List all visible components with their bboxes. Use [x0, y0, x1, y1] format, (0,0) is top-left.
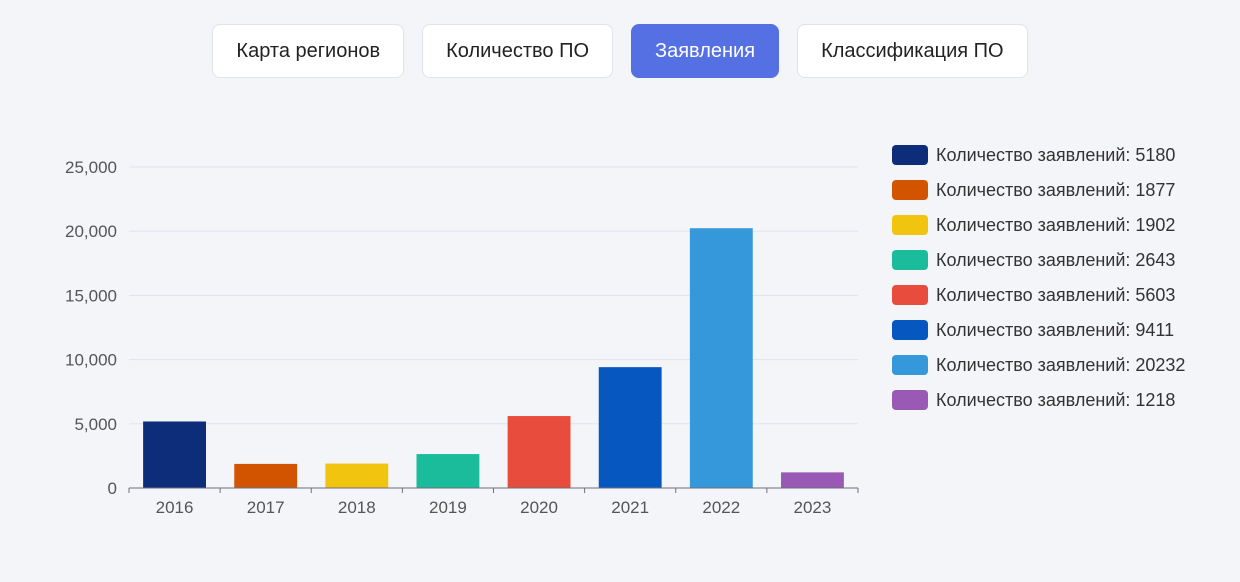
bar-2022[interactable] — [689, 228, 753, 488]
tab-software-classification[interactable]: Классификация ПО — [797, 24, 1028, 78]
legend-item[interactable]: Количество заявлений: 5180 — [892, 145, 1175, 165]
x-tick-label: 2017 — [247, 498, 285, 517]
legend-swatch — [892, 145, 928, 165]
legend-swatch — [892, 355, 928, 375]
bar-2020[interactable] — [507, 416, 571, 488]
chart-axis: 0 5,000 10,000 15,000 20,000 25,000 2016 2017 20… — [65, 158, 859, 517]
legend-label: Количество заявлений: 1218 — [936, 390, 1175, 410]
tab-regions-map[interactable]: Карта регионов — [212, 24, 405, 78]
y-tick-label: 0 — [108, 479, 117, 498]
x-tick-label: 2019 — [429, 498, 467, 517]
legend-swatch — [892, 285, 928, 305]
bar-2023[interactable] — [780, 472, 844, 488]
legend-swatch — [892, 320, 928, 340]
legend-item[interactable]: Количество заявлений: 20232 — [892, 355, 1185, 375]
x-tick-label: 2018 — [338, 498, 376, 517]
bar-2016[interactable] — [143, 421, 207, 488]
legend-label: Количество заявлений: 5603 — [936, 285, 1175, 305]
x-tick-label: 2021 — [611, 498, 649, 517]
legend-label: Количество заявлений: 9411 — [936, 320, 1174, 340]
bar-2018[interactable] — [325, 463, 389, 488]
tab-applications[interactable]: Заявления — [631, 24, 780, 78]
x-tick-label: 2016 — [156, 498, 194, 517]
y-tick-label: 25,000 — [65, 158, 117, 177]
legend-label: Количество заявлений: 5180 — [936, 145, 1175, 165]
tab-bar: Карта регионов Количество ПО Заявления К… — [0, 24, 1240, 78]
legend-item[interactable]: Количество заявлений: 2643 — [892, 250, 1175, 270]
bar-2019[interactable] — [416, 454, 480, 488]
legend-label: Количество заявлений: 1902 — [936, 215, 1175, 235]
x-tick-label: 2020 — [520, 498, 558, 517]
legend-item[interactable]: Количество заявлений: 1902 — [892, 215, 1175, 235]
legend-label: Количество заявлений: 2643 — [936, 250, 1175, 270]
y-tick-label: 20,000 — [65, 222, 117, 241]
legend-item[interactable]: Количество заявлений: 1877 — [892, 180, 1175, 200]
legend-swatch — [892, 390, 928, 410]
y-tick-label: 10,000 — [65, 351, 117, 370]
tab-software-count[interactable]: Количество ПО — [422, 24, 614, 78]
legend-item[interactable]: Количество заявлений: 1218 — [892, 390, 1175, 410]
y-tick-label: 5,000 — [74, 415, 117, 434]
x-tick-label: 2022 — [702, 498, 740, 517]
legend-swatch — [892, 215, 928, 235]
legend-item[interactable]: Количество заявлений: 9411 — [892, 320, 1174, 340]
bar-2017[interactable] — [234, 463, 298, 488]
chart-legend: Количество заявлений: 5180 Количество зая… — [892, 145, 1185, 410]
legend-swatch — [892, 180, 928, 200]
legend-swatch — [892, 250, 928, 270]
legend-label: Количество заявлений: 1877 — [936, 180, 1175, 200]
legend-label: Количество заявлений: 20232 — [936, 355, 1185, 375]
chart-bars — [143, 228, 844, 488]
legend-item[interactable]: Количество заявлений: 5603 — [892, 285, 1175, 305]
x-tick-label: 2023 — [794, 498, 832, 517]
y-tick-label: 15,000 — [65, 286, 117, 305]
bar-2021[interactable] — [598, 367, 662, 488]
